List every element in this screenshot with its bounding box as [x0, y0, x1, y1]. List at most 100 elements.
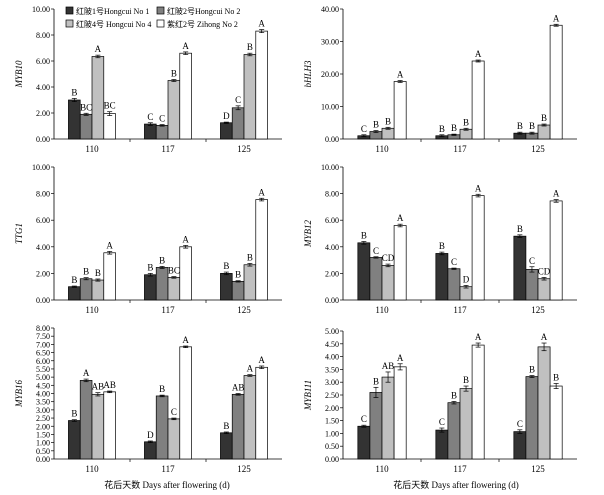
bar — [513, 235, 527, 301]
y-tick-label: 2.00 — [36, 422, 50, 431]
significance-label: B — [71, 275, 77, 285]
bar — [144, 441, 157, 460]
significance-label: CD — [538, 266, 551, 276]
y-tick-label: 0.00 — [325, 135, 339, 144]
bar — [537, 278, 551, 301]
x-tick-label: 125 — [237, 305, 251, 315]
y-tick-label: 6.00 — [36, 357, 50, 366]
y-tick-label: 4.50 — [36, 381, 50, 390]
bar — [179, 246, 192, 301]
significance-label: B — [439, 241, 445, 251]
x-tick-label: 117 — [161, 464, 175, 474]
significance-label: B — [517, 224, 523, 234]
x-tick-label: 110 — [85, 464, 99, 474]
y-tick-label: 3.50 — [36, 398, 50, 407]
bar — [220, 122, 233, 140]
y-tick-label: 4.00 — [36, 83, 50, 92]
bar — [103, 391, 116, 460]
y-tick-label: 2.00 — [325, 269, 339, 278]
bar — [537, 346, 551, 460]
bar — [79, 380, 93, 460]
significance-label: B — [83, 267, 89, 277]
significance-label: AB — [382, 361, 395, 371]
y-tick-label: 7.50 — [36, 332, 50, 341]
y-tick-label: 10.00 — [321, 103, 339, 112]
bar — [103, 252, 116, 301]
significance-label: A — [247, 364, 254, 374]
y-tick-label: 0.00 — [325, 455, 339, 464]
significance-label: C — [361, 124, 367, 134]
significance-label: C — [517, 419, 523, 429]
bar — [243, 264, 257, 301]
panels: 0.002.004.006.008.0010.00MYB10110BBCABC1… — [14, 5, 577, 474]
legend: 红陂1号Hongcui No 1 红陂2号Hongcui No 2 红陂4号 Hon… — [65, 6, 240, 29]
bar — [435, 429, 449, 460]
bar — [179, 52, 192, 140]
significance-label: AB — [92, 382, 105, 392]
significance-label: A — [475, 183, 482, 193]
significance-label: C — [159, 114, 165, 124]
y-tick-label: 0.50 — [325, 442, 339, 451]
significance-label: B — [361, 230, 367, 240]
significance-label: C — [361, 414, 367, 424]
significance-label: B — [439, 124, 445, 134]
y-tick-label: 3.50 — [325, 365, 339, 374]
y-tick-label: 5.00 — [325, 327, 339, 336]
significance-label: C — [147, 112, 153, 122]
legend-swatch — [156, 6, 165, 15]
legend-label: 紫红2号 Zihong No 2 — [167, 19, 238, 29]
significance-label: B — [373, 376, 379, 386]
significance-label: B — [223, 421, 229, 431]
bar — [393, 225, 407, 301]
bar — [167, 418, 181, 460]
bar — [91, 56, 105, 140]
chart-panel-myb10: 0.002.004.006.008.0010.00MYB10110BBCABC1… — [14, 5, 282, 154]
bar — [243, 54, 257, 140]
bar — [155, 395, 169, 460]
bar — [471, 344, 485, 460]
bar — [447, 268, 461, 301]
bar — [381, 376, 395, 460]
significance-label: A — [258, 355, 265, 365]
bar — [459, 286, 473, 301]
bar — [435, 253, 449, 301]
bar — [255, 199, 268, 301]
bar — [549, 200, 563, 301]
y-tick-label: 8.00 — [325, 190, 339, 199]
x-tick-label: 125 — [531, 305, 545, 315]
x-tick-label: 117 — [453, 144, 467, 154]
x-axis-title-left: 花后天数 Days after flowering (d) — [104, 479, 229, 490]
bar — [525, 269, 539, 301]
significance-label: A — [553, 13, 560, 23]
y-tick-label: 2.50 — [325, 391, 339, 400]
chart-panel-myb12: 0.002.004.006.008.0010.00MYB12110BCCDA11… — [303, 163, 577, 315]
x-tick-label: 117 — [161, 144, 175, 154]
significance-label: A — [83, 368, 90, 378]
y-tick-label: 5.00 — [36, 373, 50, 382]
y-axis-label: bHLH3 — [303, 60, 313, 88]
y-tick-label: 8.00 — [36, 324, 50, 333]
bar — [393, 366, 407, 460]
bar — [91, 393, 105, 460]
bar — [68, 286, 81, 301]
x-tick-label: 110 — [85, 305, 99, 315]
bar — [537, 124, 551, 140]
significance-label: A — [397, 353, 404, 363]
y-tick-label: 6.00 — [36, 216, 50, 225]
significance-label: A — [258, 19, 265, 29]
bar — [471, 195, 485, 301]
bar — [155, 124, 169, 140]
significance-label: BC — [80, 102, 92, 112]
bar — [357, 425, 371, 460]
bar — [79, 113, 93, 140]
significance-label: B — [159, 255, 165, 265]
significance-label: D — [147, 430, 154, 440]
y-tick-label: 10.00 — [32, 5, 50, 14]
y-tick-label: 4.00 — [325, 353, 339, 362]
y-tick-label: 40.00 — [321, 5, 339, 14]
bar — [549, 385, 563, 460]
y-tick-label: 1.00 — [36, 439, 50, 448]
bar — [155, 267, 169, 301]
bar — [255, 366, 268, 460]
